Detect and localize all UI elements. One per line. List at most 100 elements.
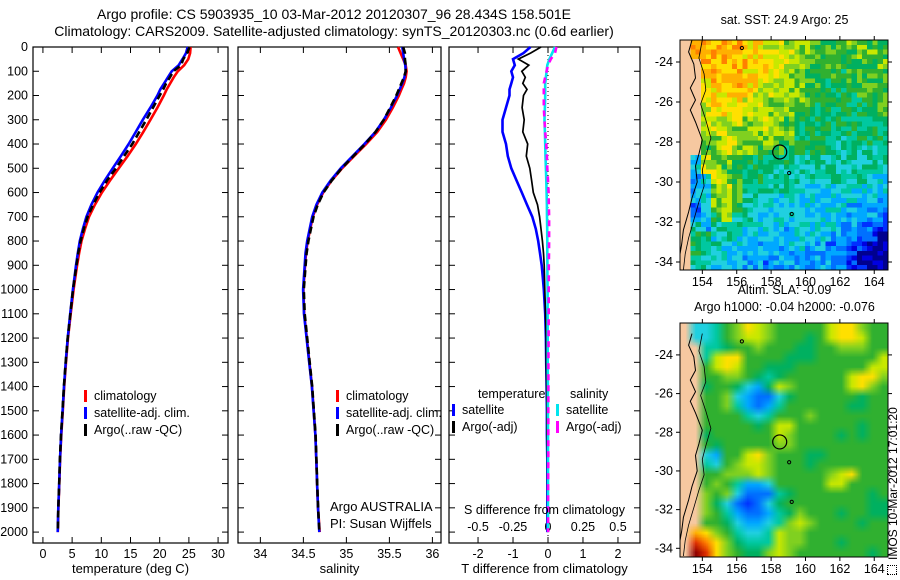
legend-label: climatology: [346, 389, 409, 403]
x-tick-label: 34.5: [291, 547, 315, 561]
figure-title: Argo profile: CS 5903935_10 03-Mar-2012 …: [96, 6, 572, 22]
map-x-tick-label: 164: [864, 562, 885, 576]
y-tick-label: 1900: [0, 501, 28, 515]
salinity-xlabel: salinity: [319, 561, 360, 576]
curve-argo-raw-qc-: [302, 46, 407, 533]
y-tick-label: 1300: [0, 355, 28, 369]
y-tick-label: 300: [7, 113, 28, 127]
sla-map-image: [680, 323, 888, 557]
s-tick-label: 0.5: [609, 520, 626, 534]
argo-raw-swatch: [336, 424, 339, 436]
x-tick-label: 5: [69, 547, 76, 561]
map-x-tick-label: 156: [726, 562, 747, 576]
figure-subtitle: Climatology: CARS2009. Satellite-adjuste…: [54, 23, 614, 39]
plot-frame: [32, 46, 229, 544]
y-tick-label: 800: [7, 234, 28, 248]
plot-frame: [237, 46, 442, 544]
y-tick-label: 700: [7, 210, 28, 224]
legend-label: Argo(-adj): [566, 420, 622, 434]
map-y-tick-label: -26: [655, 95, 673, 109]
difference-salinity-legend: salinity satellite Argo(-adj): [556, 386, 622, 436]
program-annotation: Argo AUSTRALIA PI: Susan Wijffels: [330, 498, 433, 532]
s-tick-label: -0.5: [467, 520, 489, 534]
sst-map-image: [680, 40, 888, 270]
map-x-tick-label: 160: [795, 562, 816, 576]
legend-label: Argo(-adj): [462, 420, 518, 434]
x-tick-label: 35: [339, 547, 353, 561]
y-tick-label: 1600: [0, 428, 28, 442]
imos-logo-icon: [887, 565, 897, 575]
sla-map-title-line1: Altim. SLA: -0.09: [737, 283, 832, 297]
curve-satellite-adj-clim-: [56, 46, 189, 533]
legend-label: satellite: [462, 403, 505, 417]
map-frame: [679, 322, 889, 558]
map-x-tick-label: 158: [761, 275, 782, 289]
x-tick-label: 15: [124, 547, 138, 561]
x-tick-label: 25: [182, 547, 196, 561]
map-x-tick-label: 156: [726, 275, 747, 289]
legend-item: satellite: [452, 402, 545, 419]
y-tick-label: 2000: [0, 525, 28, 539]
legend-item: satellite-adj. clim.: [336, 405, 442, 422]
shelf-contour: [683, 40, 712, 270]
legend-label: satellite-adj. clim.: [346, 406, 442, 420]
y-tick-label: 900: [7, 258, 28, 272]
map-y-tick-label: -30: [655, 464, 673, 478]
map-x-tick-label: 164: [864, 275, 885, 289]
map-y-tick-label: -26: [655, 387, 673, 401]
climatology-swatch: [336, 390, 339, 402]
map-y-tick-label: -34: [655, 255, 673, 269]
t-difference-xlabel: T difference from climatology: [461, 561, 628, 576]
s-tick-label: 0.25: [571, 520, 595, 534]
legend-label: climatology: [94, 389, 157, 403]
y-tick-label: 100: [7, 64, 28, 78]
x-tick-label: -2: [472, 547, 483, 561]
x-tick-label: 34: [253, 547, 267, 561]
t-argo-adj-swatch: [452, 421, 455, 433]
x-tick-label: 30: [211, 547, 225, 561]
x-tick-label: 35.5: [377, 547, 401, 561]
x-tick-label: 36: [425, 547, 439, 561]
curve-salinity-argo-adj-: [542, 46, 558, 533]
y-tick-label: 1700: [0, 452, 28, 466]
imos-watermark: IMOS 10-Mar-2012 17:01:20: [886, 329, 900, 575]
island-mark: [787, 170, 792, 176]
difference-temperature-legend: temperature satellite Argo(-adj): [452, 386, 545, 436]
y-tick-label: 1500: [0, 404, 28, 418]
y-tick-label: 1400: [0, 380, 28, 394]
curve-argo-raw-qc-: [56, 46, 191, 533]
y-tick-label: 600: [7, 186, 28, 200]
x-tick-label: 20: [153, 547, 167, 561]
plot-frame: [448, 46, 641, 544]
sst-map-title: sat. SST: 24.9 Argo: 25: [720, 13, 849, 27]
map-y-tick-label: -24: [655, 348, 673, 362]
climatology-swatch: [84, 390, 87, 402]
map-x-tick-label: 162: [829, 562, 850, 576]
y-tick-label: 1000: [0, 283, 28, 297]
principal-investigator: PI: Susan Wijffels: [330, 516, 432, 531]
x-tick-label: 0: [545, 547, 552, 561]
legend-title: temperature: [478, 387, 546, 401]
curve-climatology: [302, 46, 408, 533]
curve-satellite-adj-clim-: [301, 46, 408, 533]
legend-item: Argo(..raw -QC): [84, 422, 190, 439]
y-tick-label: 200: [7, 89, 28, 103]
x-tick-label: 1: [580, 547, 587, 561]
island-mark: [789, 499, 794, 504]
map-features: [680, 40, 794, 270]
watermark-text: IMOS 10-Mar-2012 17:01:20: [886, 407, 900, 560]
salinity-legend: climatology satellite-adj. clim. Argo(..…: [336, 388, 442, 439]
map-x-tick-label: 158: [761, 562, 782, 576]
y-tick-label: 0: [21, 40, 28, 54]
legend-item: Argo(-adj): [452, 419, 545, 436]
float-position-marker: [772, 434, 788, 450]
map-x-tick-label: 160: [795, 275, 816, 289]
y-tick-label: 400: [7, 137, 28, 151]
argo-raw-swatch: [84, 424, 87, 436]
legend-title: salinity: [570, 387, 609, 401]
s-argo-adj-swatch: [556, 421, 559, 433]
map-y-tick-label: -28: [655, 135, 673, 149]
x-tick-label: 2: [614, 547, 621, 561]
y-tick-label: 1100: [1, 307, 28, 321]
